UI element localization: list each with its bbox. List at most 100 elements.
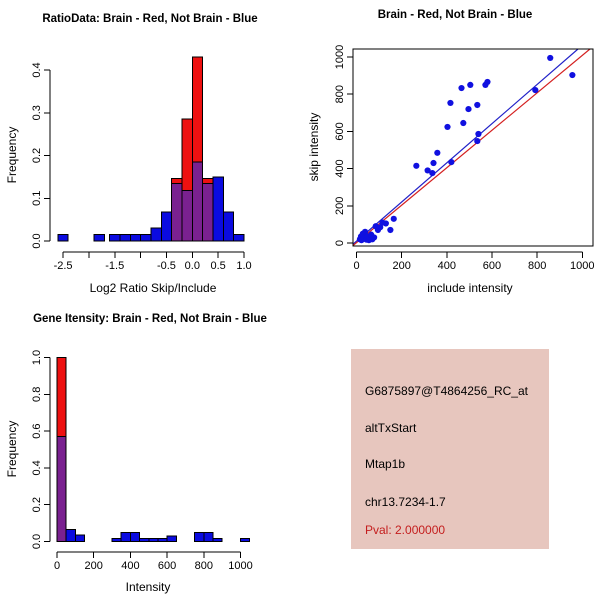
hist-bar-red [191,56,204,163]
scatter-point [371,234,378,241]
hist-bar-blue [109,234,121,242]
hist-bar-overlap [56,436,67,542]
hist-bar-blue [57,234,69,242]
y-axis-label: skip intensity [307,113,321,182]
scatter-point [458,84,465,92]
y-tick-label: 600 [334,122,346,140]
hist-bar-blue [139,538,150,542]
scatter-point [532,87,539,94]
scatter-point [460,119,467,127]
ratio-hist: -2.5 -1.5 -0.5 0.0 0.5 1.0 0.0 0.1 0.2 0.3 0.4 Rati… [5,13,258,295]
y-tick-label: 1000 [334,45,346,69]
hist-bar-red [56,357,67,438]
hist-bar-blue [119,234,131,242]
x-tick-label: -2.5 [54,260,73,272]
y-tick-label: 0.4 [31,62,43,77]
scatter-point [413,162,420,169]
y-tick-label: 0 [334,240,346,246]
scatter-point [387,226,394,234]
y-tick-label: 0.2 [31,497,43,512]
hist-bar-blue [74,534,86,542]
plot-box [352,48,594,247]
scatter-point [475,130,482,138]
x-tick-label: 0 [54,560,60,572]
info-gene-name: Mtap1b [365,457,406,471]
y-tick-label: 0.6 [31,423,43,438]
y-tick-label: 200 [334,197,346,215]
hist-bar-blue [157,538,168,542]
x-tick-label: 1.0 [236,260,251,272]
y-tick-label: 0.0 [31,233,43,248]
scatter-point [444,123,451,131]
scatter-point [484,78,491,86]
brain-fit-line [353,49,591,246]
gene-hist: 0 200 400 600 800 1000 0.0 0.2 0.4 0.6 0.8 1.0 Gene … [5,313,267,594]
info-probe-id: G6875897@T4864256_RC_at [365,384,528,398]
hist-bar-blue [120,531,131,542]
y-tick-label: 0.2 [31,148,43,163]
scatter-point [474,137,481,145]
scatter-point [429,169,436,177]
scatter-point [382,220,389,227]
x-tick-label: 1000 [570,260,594,272]
info-panel: G6875897@T4864256_RC_at altTxStart Mtap1… [351,349,549,549]
scatter-point [474,101,481,109]
x-tick-label: 1000 [228,560,252,572]
y-tick-label: 0.3 [31,105,43,120]
hist-bar-blue [129,234,142,242]
hist-bar-red [171,178,183,184]
x-tick-label: -0.5 [157,260,176,272]
hist-bar-blue [212,176,224,242]
hist-bar-blue [212,538,223,542]
x-axis-label: Intensity [126,580,171,594]
hist-bar-blue [222,211,235,242]
scatter-point [447,99,454,107]
scatter-point [430,159,437,167]
chart-title: RatioData: Brain - Red, Not Brain - Blue [42,13,257,25]
notbrain-fit-line [353,49,579,245]
x-tick-label: 200 [85,560,103,572]
x-tick-label: 200 [392,260,410,272]
scatter-point [547,54,554,62]
scatter-point [434,149,441,156]
fit-lines [353,49,591,246]
y-tick-label: 0.0 [31,534,43,549]
scatter: 0 200 400 600 800 1000 0 200 400 600 800 1000 Brain … [307,9,595,295]
hist-bar-blue [240,538,251,542]
x-tick-label: 0 [353,260,359,272]
x-tick-label: 800 [528,260,546,272]
hist-bar-blue [203,531,214,542]
x-tick-label: 0.5 [211,260,226,272]
y-tick-label: 0.8 [31,387,43,402]
hist-bar-blue [194,531,205,542]
scatter-point [424,167,431,174]
y-tick-label: 0.4 [31,460,43,475]
hist-bar-blue [148,538,159,542]
hist-bar-overlap [191,161,204,242]
chart-title: Brain - Red, Not Brain - Blue [378,9,533,21]
hist-bar-blue [65,529,76,542]
hist-bar-blue [129,531,141,542]
hist-bar-overlap [171,182,183,242]
scatter-point [467,81,474,88]
info-pval: Pval: 2.000000 [365,523,446,537]
x-tick-label: 800 [195,560,213,572]
hist-bar-red [181,118,193,192]
scatter-point [569,71,576,79]
x-tick-label: 600 [483,260,501,272]
y-tick-label: 400 [334,159,346,177]
hist-bar-blue [140,234,152,242]
scatter-point [448,158,455,166]
hist-bar-overlap [181,190,193,242]
info-event-type: altTxStart [365,421,417,435]
hist-bar-blue [160,211,173,242]
y-axis-label: Frequency [5,421,19,478]
hist-bar-red [202,178,214,184]
scatter-point [465,105,472,113]
scatter-points [356,54,576,244]
y-axis-label: Frequency [5,127,19,184]
x-tick-label: -1.5 [105,260,124,272]
hist-bar-blue [166,535,177,542]
info-locus: chr13.7234-1.7 [365,495,446,509]
